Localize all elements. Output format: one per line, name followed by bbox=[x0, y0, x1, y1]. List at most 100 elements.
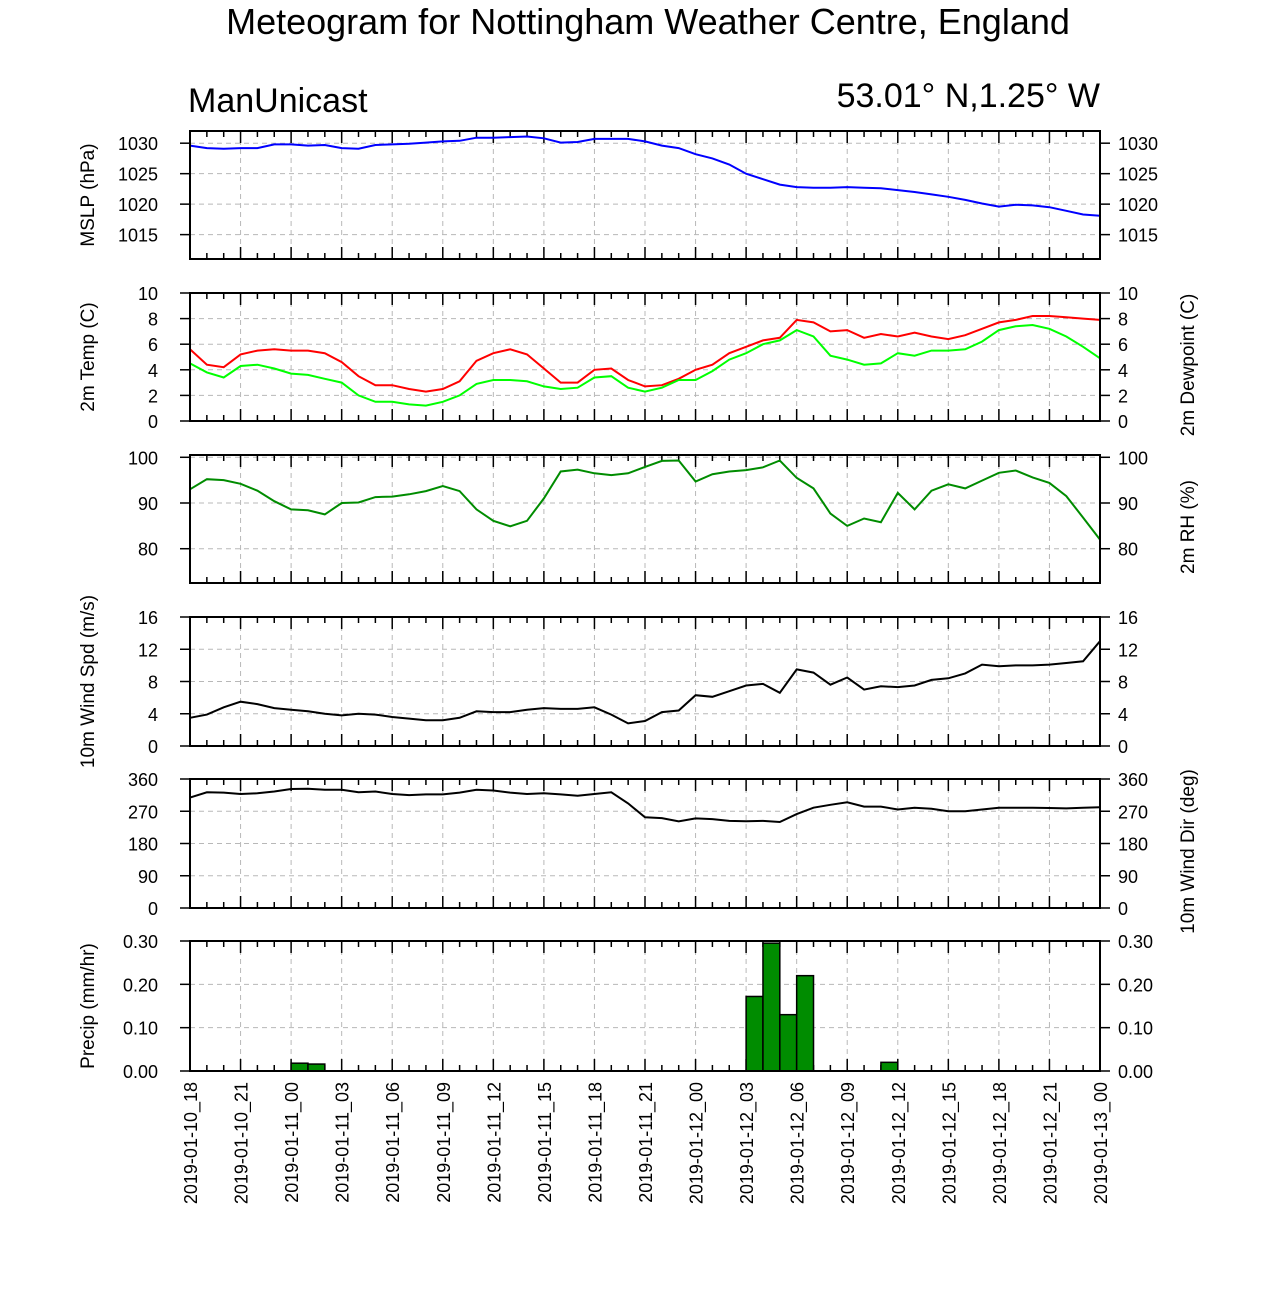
wdir-ylabel-right: 10m Wind Dir (deg) bbox=[1178, 769, 1199, 934]
rh-panel: 80 80 90 90 100 100 2m RH (%) bbox=[128, 448, 1199, 584]
y-tick-label-left: 100 bbox=[128, 448, 158, 468]
precip-panel: 0.00 0.00 0.10 0.10 0.20 0.20 0.30 0.30 Precip (… bbox=[78, 932, 1153, 1082]
mslp-frame bbox=[189, 130, 1101, 260]
x-tick-label: 2019-01-11_15 bbox=[535, 1082, 556, 1203]
y-tick-label-left: 0.20 bbox=[123, 975, 158, 995]
temp-series-0-line bbox=[189, 315, 1101, 393]
temp-ylabel-left: 2m Temp (C) bbox=[78, 302, 99, 411]
x-tick-label: 2019-01-12_06 bbox=[788, 1082, 809, 1204]
precip-bar bbox=[795, 974, 815, 1072]
x-tick-label: 2019-01-12_15 bbox=[939, 1082, 960, 1204]
y-tick-label-right: 0.00 bbox=[1118, 1062, 1153, 1082]
y-tick-label-left: 6 bbox=[148, 335, 158, 355]
y-tick-label-left: 0.30 bbox=[123, 932, 158, 952]
mslp-ylabel-left: MSLP (hPa) bbox=[78, 143, 99, 246]
y-tick-label-left: 4 bbox=[148, 705, 158, 725]
y-tick-label-left: 0 bbox=[148, 412, 158, 432]
y-tick-label-left: 10 bbox=[138, 284, 158, 304]
y-tick-label-right: 0 bbox=[1118, 412, 1128, 432]
temp-ylabel-right: 2m Dewpoint (C) bbox=[1178, 294, 1199, 437]
temp-frame bbox=[189, 292, 1101, 422]
x-axis-labels: 2019-01-10_18 2019-01-10_21 2019-01-11_00 2… bbox=[181, 1082, 1112, 1204]
y-tick-label-left: 1015 bbox=[118, 226, 158, 246]
y-tick-label-right: 1015 bbox=[1118, 226, 1158, 246]
wspd-ylabel-left: 10m Wind Spd (m/s) bbox=[78, 595, 99, 768]
rh-series-0-line bbox=[189, 459, 1101, 541]
precip-frame bbox=[189, 940, 1101, 1072]
x-tick-label: 2019-01-13_00 bbox=[1091, 1082, 1112, 1204]
y-tick-label-right: 12 bbox=[1118, 640, 1138, 660]
temp-panel: 0 0 2 2 4 4 6 6 8 8 10 10 2m Temp (C) 2m Dewpoint (C) bbox=[78, 284, 1199, 436]
x-tick-label: 2019-01-11_06 bbox=[383, 1082, 404, 1203]
y-tick-label-right: 8 bbox=[1118, 310, 1128, 330]
y-tick-label-right: 4 bbox=[1118, 705, 1128, 725]
precip-bar bbox=[762, 942, 781, 1072]
y-tick-label-left: 12 bbox=[138, 640, 158, 660]
location-label: 53.01° N,1.25° W bbox=[837, 77, 1100, 115]
x-tick-label: 2019-01-12_21 bbox=[1040, 1082, 1061, 1204]
y-tick-label-right: 0.30 bbox=[1118, 932, 1153, 952]
y-tick-label-right: 0.20 bbox=[1118, 975, 1153, 995]
wdir-series-0-line bbox=[189, 787, 1101, 824]
y-tick-label-right: 4 bbox=[1118, 361, 1128, 381]
precip-bar bbox=[745, 995, 764, 1072]
x-tick-label: 2019-01-12_18 bbox=[990, 1082, 1011, 1204]
x-tick-label: 2019-01-11_09 bbox=[434, 1082, 455, 1203]
wspd-panel: 0 0 4 4 8 8 12 12 16 16 10m Wind Spd (m/s) bbox=[78, 595, 1138, 768]
y-tick-label-left: 0.10 bbox=[123, 1019, 158, 1039]
y-tick-label-left: 2 bbox=[148, 386, 158, 406]
y-tick-label-left: 80 bbox=[138, 540, 158, 560]
y-tick-label-left: 270 bbox=[128, 802, 158, 822]
y-tick-label-right: 6 bbox=[1118, 335, 1128, 355]
x-tick-label: 2019-01-11_21 bbox=[636, 1082, 657, 1203]
rh-frame bbox=[189, 454, 1101, 584]
mslp-panel: 1015 1015 1020 1020 1025 1025 1030 1030 MSLP (hP… bbox=[78, 130, 1158, 260]
y-tick-label-right: 90 bbox=[1118, 867, 1138, 887]
x-tick-label: 2019-01-12_12 bbox=[889, 1082, 910, 1204]
y-tick-label-left: 1030 bbox=[118, 134, 158, 154]
y-tick-label-left: 1020 bbox=[118, 195, 158, 215]
y-tick-label-right: 270 bbox=[1118, 802, 1148, 822]
y-tick-label-right: 16 bbox=[1118, 608, 1138, 628]
wspd-frame bbox=[189, 616, 1101, 747]
chart-title: Meteogram for Nottingham Weather Centre,… bbox=[226, 1, 1070, 42]
y-tick-label-left: 4 bbox=[148, 361, 158, 381]
y-tick-label-left: 360 bbox=[128, 770, 158, 790]
rh-ylabel-right: 2m RH (%) bbox=[1178, 480, 1199, 574]
y-tick-label-right: 1020 bbox=[1118, 195, 1158, 215]
temp-series-1-line bbox=[189, 323, 1101, 407]
x-tick-label: 2019-01-12_00 bbox=[687, 1082, 708, 1204]
precip-ylabel-left: Precip (mm/hr) bbox=[78, 943, 99, 1069]
y-tick-label-right: 0.10 bbox=[1118, 1019, 1153, 1039]
precip-bar bbox=[307, 1063, 326, 1072]
y-tick-label-right: 360 bbox=[1118, 770, 1148, 790]
precip-bar bbox=[290, 1062, 309, 1072]
wdir-panel: 0 0 90 90 180 180 270 270 360 360 10m Wind Dir (de… bbox=[128, 769, 1199, 934]
y-tick-label-left: 8 bbox=[148, 673, 158, 693]
y-tick-label-right: 100 bbox=[1118, 448, 1148, 468]
x-tick-label: 2019-01-11_18 bbox=[585, 1082, 606, 1203]
y-tick-label-right: 90 bbox=[1118, 494, 1138, 514]
y-tick-label-left: 180 bbox=[128, 835, 158, 855]
y-tick-label-right: 1025 bbox=[1118, 165, 1158, 185]
y-tick-label-left: 0 bbox=[148, 899, 158, 919]
y-tick-label-right: 80 bbox=[1118, 540, 1138, 560]
x-tick-label: 2019-01-10_21 bbox=[232, 1082, 253, 1204]
mslp-series-0-line bbox=[189, 135, 1101, 217]
x-tick-label: 2019-01-11_12 bbox=[484, 1082, 505, 1203]
y-tick-label-right: 2 bbox=[1118, 386, 1128, 406]
wspd-series-0-line bbox=[189, 640, 1101, 725]
wdir-frame bbox=[189, 778, 1101, 909]
y-tick-label-right: 1030 bbox=[1118, 134, 1158, 154]
y-tick-label-left: 1025 bbox=[118, 165, 158, 185]
y-tick-label-right: 8 bbox=[1118, 673, 1128, 693]
precip-bar bbox=[779, 1013, 798, 1072]
x-tick-label: 2019-01-12_09 bbox=[838, 1082, 859, 1204]
precip-bar bbox=[880, 1061, 899, 1072]
y-tick-label-left: 16 bbox=[138, 608, 158, 628]
y-tick-label-left: 8 bbox=[148, 310, 158, 330]
y-tick-label-left: 90 bbox=[138, 494, 158, 514]
y-tick-label-right: 10 bbox=[1118, 284, 1138, 304]
x-tick-label: 2019-01-11_00 bbox=[282, 1082, 303, 1203]
